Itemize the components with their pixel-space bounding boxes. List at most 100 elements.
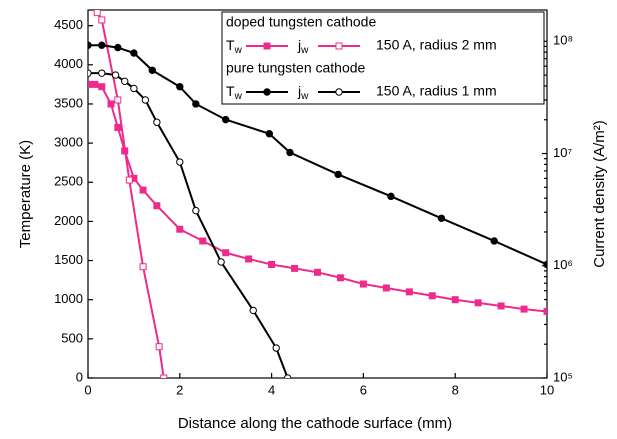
marker [93,10,101,17]
marker [382,284,390,292]
marker [520,305,528,313]
marker [291,264,299,272]
y-tick-label: 4000 [54,56,83,71]
marker [314,268,321,276]
plot-frame [87,9,548,379]
marker [160,374,168,378]
marker [451,296,459,304]
marker [139,263,147,271]
marker [387,192,395,201]
marker [474,299,482,307]
marker [497,302,505,310]
marker [334,170,342,179]
marker [283,374,292,378]
legend-label: Tw [226,83,243,102]
marker [176,158,184,166]
marker [88,41,92,49]
plot-area [88,10,547,378]
marker [263,88,271,96]
legend-group-title: pure tungsten cathode [226,60,366,76]
marker [114,96,122,104]
legend-group-title: doped tungsten cathode [226,14,376,30]
marker [335,88,343,96]
marker [249,306,257,315]
y-tick-label: 1000 [54,291,83,306]
marker [199,237,207,245]
y2-tick-label: 10⁷ [553,145,572,160]
x-tick-label: 4 [268,382,275,397]
marker [141,96,150,104]
marker [153,118,161,126]
marker [405,288,413,296]
x-tick-label: 6 [360,382,367,397]
marker [222,115,230,124]
marker [192,206,200,215]
marker [428,292,436,300]
series-line [88,72,289,378]
legend-label: jw [297,83,309,102]
x-tick-label: 2 [176,382,183,397]
y-tick-label: 3000 [54,135,83,150]
marker [268,260,276,268]
marker [130,84,138,93]
y2-tick-label: 10⁸ [553,33,573,48]
marker [148,66,156,74]
x-tick-label: 10 [540,382,554,397]
y2-axis-label: Current density (A/m²) [591,120,608,268]
y-tick-label: 1500 [54,252,83,267]
y2-tick-label: 10⁶ [553,257,573,272]
marker [121,77,129,86]
marker [245,255,253,263]
marker [107,100,115,108]
marker [265,130,274,138]
x-tick-label: 0 [84,382,91,397]
marker [217,258,225,266]
marker [98,16,106,24]
marker [543,307,547,315]
y2-tick-label: 10⁵ [553,369,573,384]
marker [155,343,163,351]
legend-note: 150 A, radius 1 mm [376,83,497,99]
series-line [88,83,547,313]
marker [88,69,92,77]
y-tick-label: 0 [76,369,83,384]
marker [272,344,280,352]
marker [222,249,230,257]
marker [192,100,200,108]
legend-box [221,11,545,105]
marker [176,83,184,91]
marker [359,280,367,288]
y-axis-label: Temperature (K) [17,140,34,248]
marker [98,41,106,49]
marker [98,69,106,77]
marker [125,176,133,184]
marker [490,237,498,245]
marker [91,80,99,88]
marker [437,214,446,222]
y-tick-label: 3500 [54,95,83,110]
marker [98,83,106,91]
marker [286,148,294,157]
y-tick-label: 4500 [54,17,83,32]
x-axis-label: Distance along the cathode surface (mm) [178,415,452,432]
marker [139,186,147,194]
marker [114,123,122,131]
x-tick-label: 8 [452,382,459,397]
marker [263,42,271,50]
marker [111,71,120,79]
marker [176,225,184,233]
y-tick-label: 2500 [54,174,83,189]
legend-label: Tw [226,37,243,56]
marker [543,260,547,269]
marker [88,80,92,88]
marker [153,202,161,210]
y-tick-label: 500 [61,330,83,345]
marker [130,49,138,57]
legend-label: jw [297,37,309,56]
marker [114,43,122,52]
legend-note: 150 A, radius 2 mm [376,37,497,53]
marker [335,42,343,50]
y-tick-label: 2000 [54,213,83,228]
marker [336,274,344,282]
